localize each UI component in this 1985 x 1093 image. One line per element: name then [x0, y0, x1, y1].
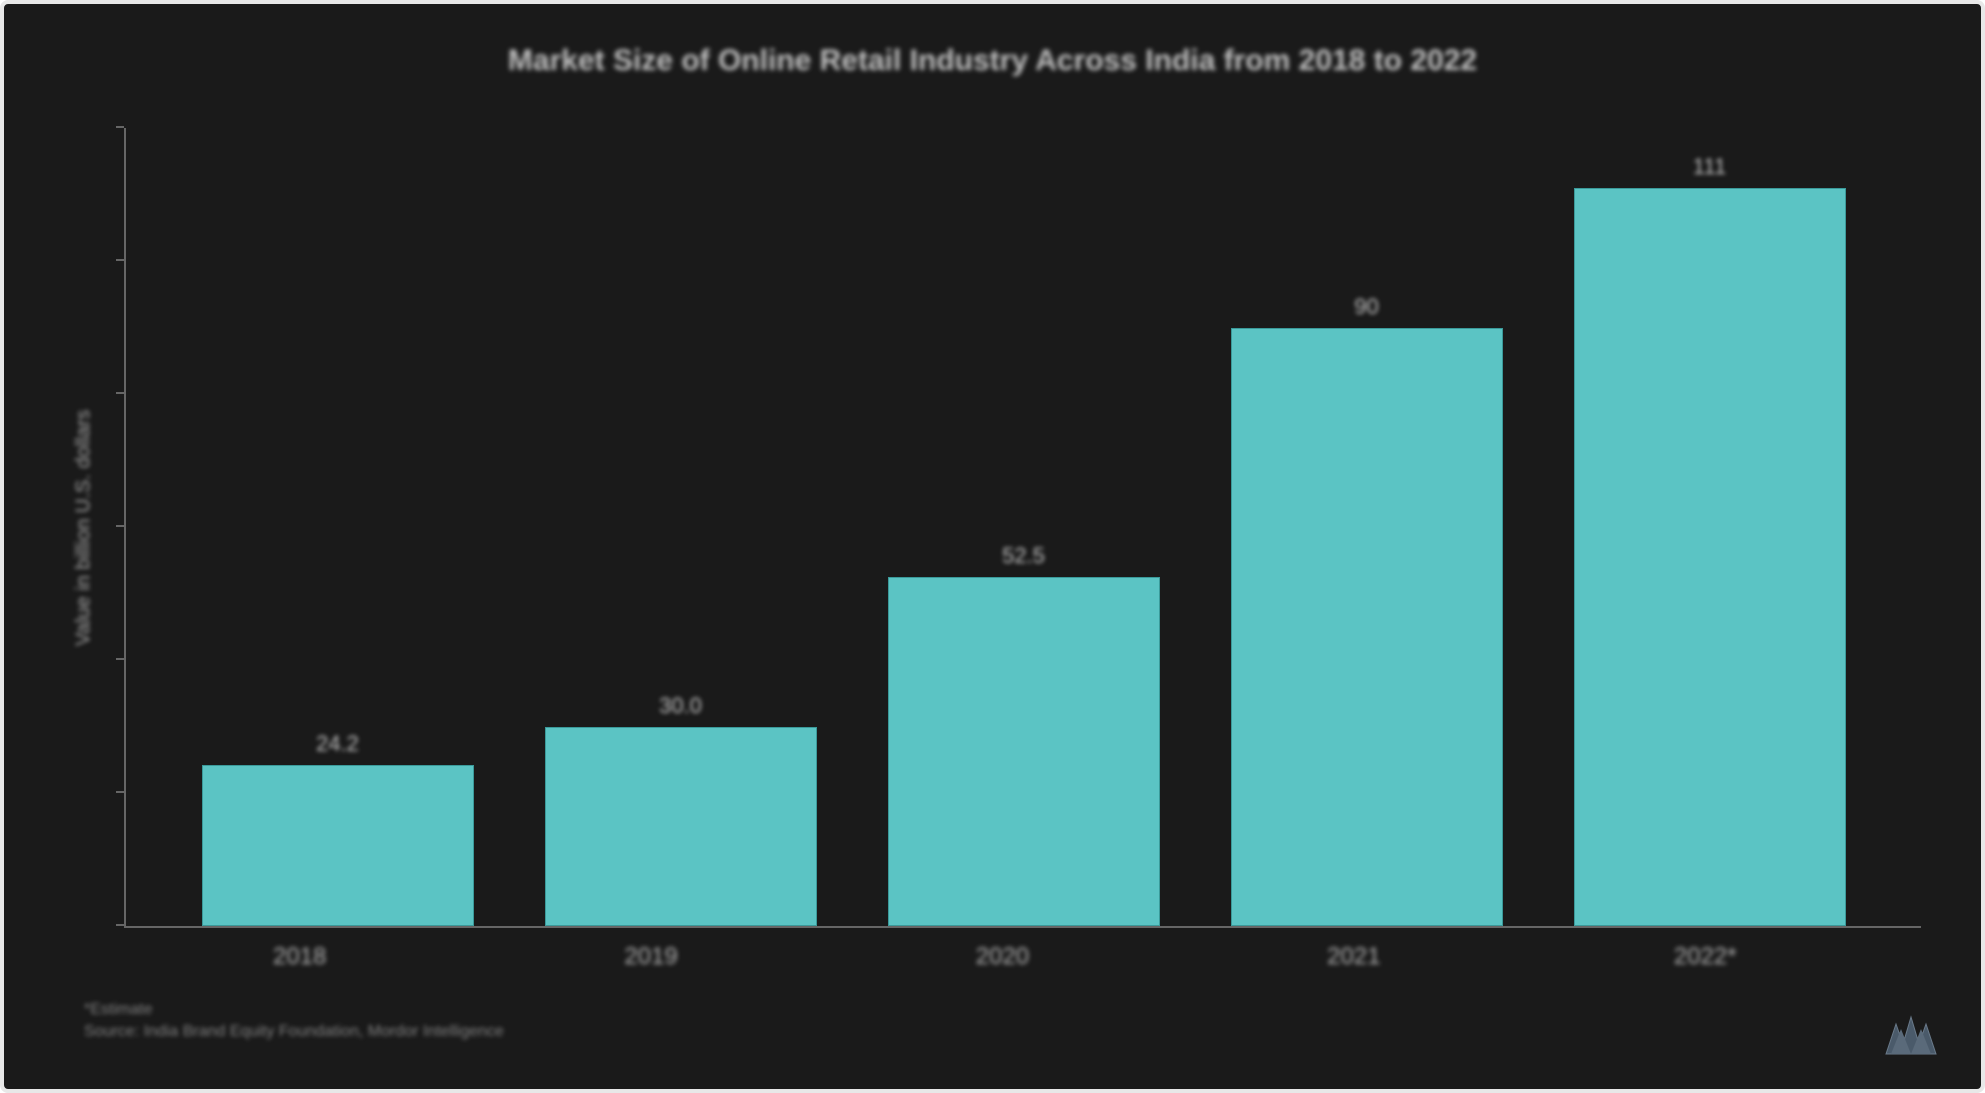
x-axis-label: 2021 — [1184, 943, 1524, 971]
bar-value-label: 111 — [1693, 154, 1726, 180]
bar-group: 24.2 — [168, 128, 508, 926]
chart-area: Value in billion U.S. dollars 24.2 30.0 52… — [64, 128, 1921, 928]
bar-group: 111 — [1540, 128, 1880, 926]
bar — [1231, 328, 1503, 927]
footnote-estimate: *Estimate — [84, 1001, 1921, 1019]
x-axis-label: 2020 — [832, 943, 1172, 971]
bar-value-label: 24.2 — [316, 731, 359, 757]
x-axis-labels: 2018 2019 2020 2021 2022* — [64, 928, 1921, 971]
bar-value-label: 90 — [1354, 294, 1378, 320]
bar — [888, 577, 1160, 926]
chart-container: Market Size of Online Retail Industry Ac… — [0, 0, 1985, 1093]
footer-notes: *Estimate Source: India Brand Equity Fou… — [84, 1001, 1921, 1041]
y-axis-label: Value in billion U.S. dollars — [64, 128, 104, 928]
bar — [545, 727, 817, 927]
bar-group: 30.0 — [511, 128, 851, 926]
mordor-logo-icon — [1881, 1009, 1941, 1059]
bar-group: 52.5 — [854, 128, 1194, 926]
x-axis-label: 2022* — [1535, 943, 1875, 971]
bars-container: 24.2 30.0 52.5 90 111 — [126, 128, 1921, 926]
x-axis-label: 2019 — [481, 943, 821, 971]
x-axis-label: 2018 — [130, 943, 470, 971]
bar-group: 90 — [1197, 128, 1537, 926]
plot-area: 24.2 30.0 52.5 90 111 — [124, 128, 1921, 928]
bar-value-label: 52.5 — [1002, 543, 1045, 569]
chart-title: Market Size of Online Retail Industry Ac… — [64, 44, 1921, 78]
y-axis-ticks — [116, 128, 126, 926]
bar — [202, 765, 474, 926]
bar — [1574, 188, 1846, 926]
bar-value-label: 30.0 — [659, 693, 702, 719]
footnote-source: Source: India Brand Equity Foundation, M… — [84, 1023, 1921, 1041]
